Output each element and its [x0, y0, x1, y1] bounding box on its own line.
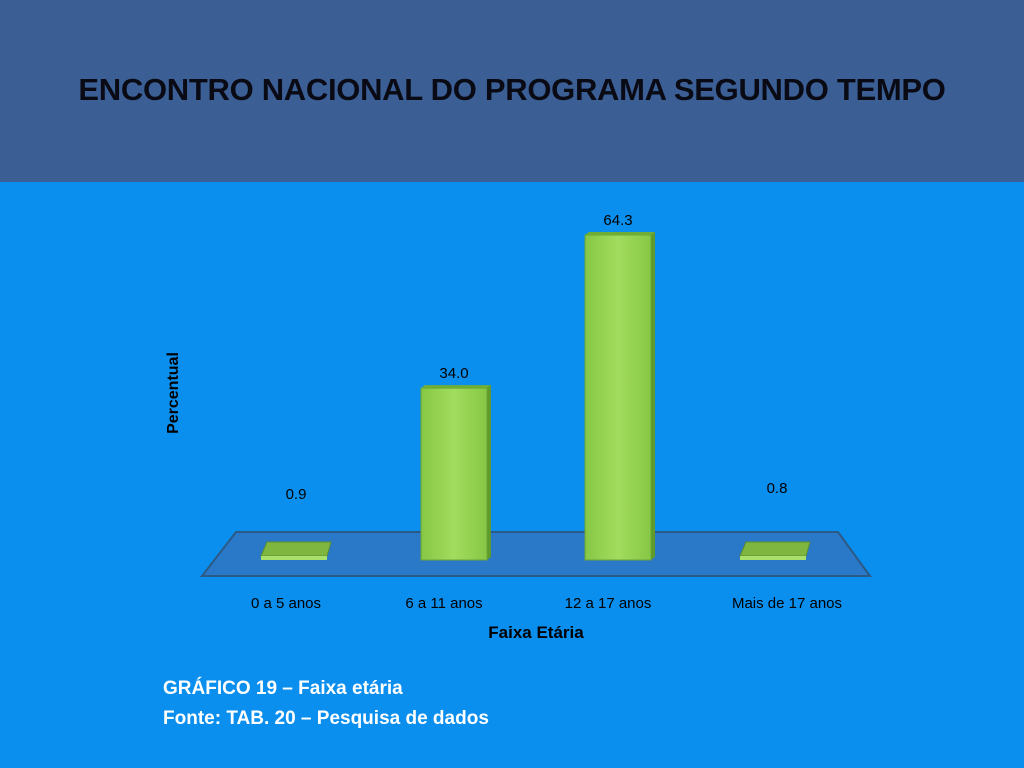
bar-3	[584, 232, 655, 561]
caption-source: Fonte: TAB. 20 – Pesquisa de dados	[163, 708, 489, 729]
bar-top	[260, 541, 332, 557]
bar-front	[740, 556, 806, 560]
x-tick-label: 6 a 11 anos	[405, 595, 482, 612]
chart-caption: GRÁFICO 19 – Faixa etária Fonte: TAB. 20…	[163, 674, 489, 734]
slide-title: ENCONTRO NACIONAL DO PROGRAMA SEGUNDO TE…	[78, 72, 946, 107]
bar-4	[739, 541, 811, 560]
bar-2	[420, 385, 491, 561]
bar-top	[739, 541, 811, 557]
data-label: 0.8	[767, 480, 788, 497]
bar-side	[651, 232, 655, 560]
data-label: 0.9	[286, 486, 307, 503]
bar-front	[261, 556, 327, 560]
bar-top	[421, 385, 491, 389]
bar-top	[585, 232, 655, 235]
data-label: 34.0	[439, 365, 468, 382]
bar-side	[487, 385, 491, 560]
bar-front	[420, 387, 488, 561]
y-axis-label: Percentual	[165, 352, 182, 434]
x-tick-label: 12 a 17 anos	[565, 595, 652, 612]
bar-1	[260, 541, 332, 560]
bar-front	[584, 234, 652, 561]
header-banner: ENCONTRO NACIONAL DO PROGRAMA SEGUNDO TE…	[0, 0, 1024, 182]
caption-figure-title: GRÁFICO 19 – Faixa etária	[163, 678, 403, 699]
slide-body	[0, 182, 1024, 768]
x-axis-label: Faixa Etária	[488, 623, 584, 642]
data-label: 64.3	[603, 212, 632, 229]
x-tick-label: 0 a 5 anos	[251, 595, 321, 612]
x-tick-label: Mais de 17 anos	[732, 595, 842, 612]
